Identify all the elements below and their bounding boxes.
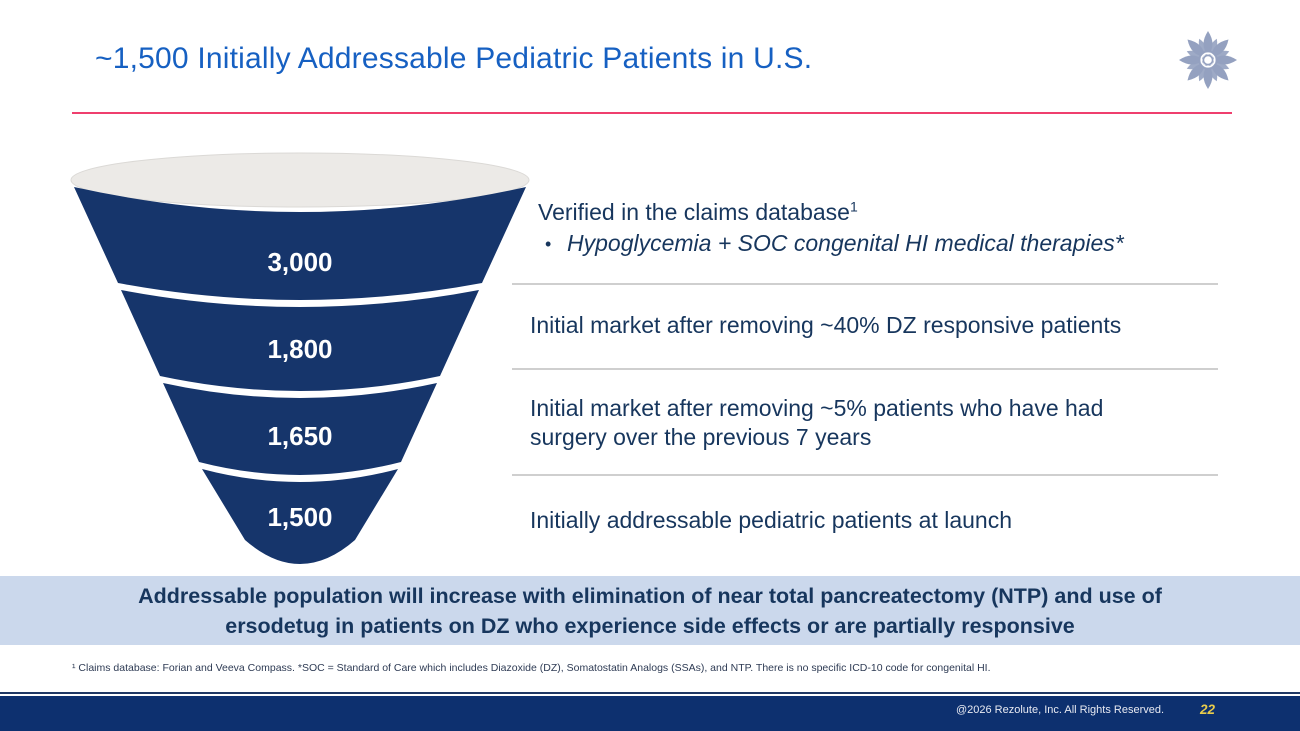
- funnel-value-2: 1,800: [267, 334, 332, 364]
- row-separator-1: [512, 283, 1218, 285]
- row-separator-2: [512, 368, 1218, 370]
- footer-bar: [0, 696, 1300, 731]
- funnel-chart: 3,000 1,800 1,650 1,500: [65, 145, 535, 575]
- copyright-text: @2026 Rezolute, Inc. All Rights Reserved…: [955, 704, 1165, 716]
- funnel-stage-2-label: Initial market after removing ~40% DZ re…: [530, 312, 1122, 338]
- funnel-segment-4: [202, 469, 398, 564]
- banner-text-line-1: Addressable population will increase wit…: [138, 583, 1162, 608]
- footnote: ¹ Claims database: Forian and Veeva Comp…: [72, 662, 991, 674]
- funnel-stage-4-label: Initially addressable pediatric patients…: [530, 507, 1013, 533]
- funnel-segment-1: [74, 187, 526, 300]
- bullet-icon: •: [545, 234, 552, 254]
- funnel-stage-1-label: Verified in the claims database1: [538, 198, 858, 225]
- funnel-top-opening: [70, 152, 530, 208]
- page-title: ~1,500 Initially Addressable Pediatric P…: [95, 42, 813, 75]
- row-separator-3: [512, 474, 1218, 476]
- page-number: 22: [1200, 702, 1216, 717]
- funnel-value-4: 1,500: [267, 502, 332, 532]
- funnel-segment-2: [121, 290, 479, 391]
- rezolute-lotus-logo-icon: [1176, 28, 1240, 92]
- footer-rule: [0, 692, 1300, 694]
- key-message-banner: Addressable population will increase wit…: [0, 576, 1300, 645]
- funnel-segment-3: [163, 383, 437, 475]
- banner-text-line-2: ersodetug in patients on DZ who experien…: [225, 613, 1075, 638]
- funnel-value-1: 3,000: [267, 247, 332, 277]
- funnel-value-3: 1,650: [267, 421, 332, 451]
- funnel-stage-3-label: Initial market after removing ~5% patien…: [530, 395, 1104, 450]
- footnote-ref-1: 1: [849, 198, 858, 215]
- funnel-stage-1-bullet: • Hypoglycemia + SOC congenital HI medica…: [545, 229, 1124, 259]
- title-underline-rule: [72, 112, 1232, 114]
